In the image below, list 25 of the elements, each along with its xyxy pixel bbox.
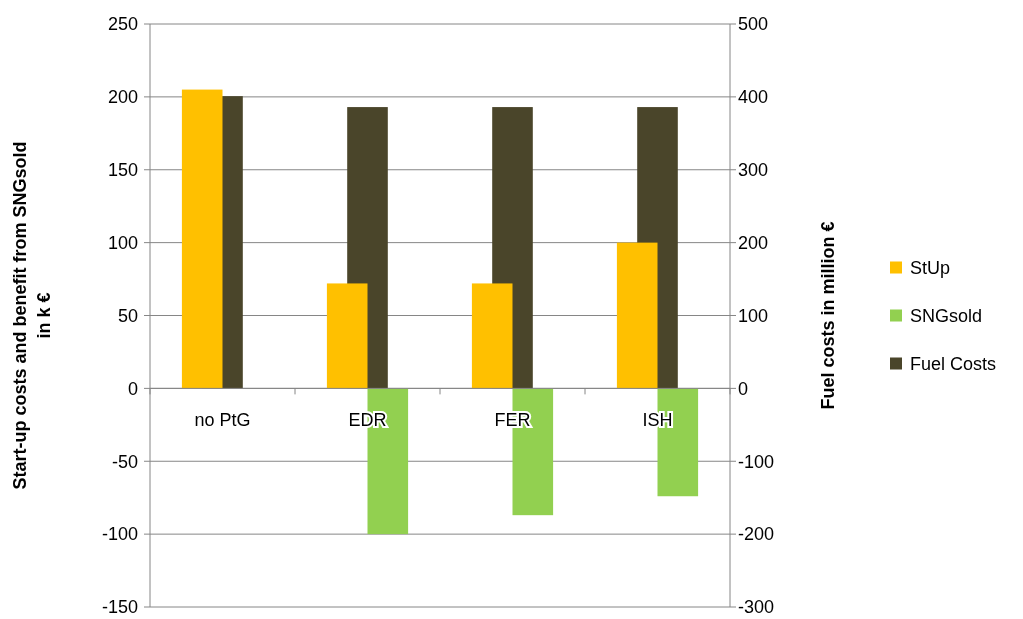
y2-tick-label: -100 [738, 451, 775, 472]
y2-tick-label: 400 [738, 87, 769, 108]
y-tick-label: -100 [101, 524, 138, 545]
y-tick-label: -50 [111, 451, 138, 472]
y-tick-label: 200 [107, 87, 138, 108]
y-tick-label: 150 [107, 160, 138, 181]
y2-tick-label: -300 [738, 597, 775, 618]
y-tick-label: 250 [107, 14, 138, 35]
x-tick-label: ISH [642, 410, 673, 431]
y-tick-label: 100 [107, 232, 138, 253]
y2-tick-label: 500 [738, 14, 769, 35]
y2-tick-label: -200 [738, 524, 775, 545]
y-tick-label: 50 [117, 305, 138, 326]
legend-label: StUp [910, 257, 951, 278]
y2-tick-label: 0 [738, 378, 749, 399]
y-tick-label: 0 [127, 378, 138, 399]
y2-axis-title: Fuel costs in million € [818, 221, 838, 410]
legend-label: SNGsold [910, 305, 983, 326]
legend-label: Fuel Costs [910, 353, 997, 374]
y-axis-title: Start-up costs and benefit from SNGsold in k € [10, 141, 54, 490]
y2-tick-label: 200 [738, 232, 769, 253]
x-tick-label: no PtG [194, 410, 251, 431]
y2-tick-label: 100 [738, 305, 769, 326]
y2-tick-label: 300 [738, 160, 769, 181]
y-tick-label: -150 [101, 597, 138, 618]
